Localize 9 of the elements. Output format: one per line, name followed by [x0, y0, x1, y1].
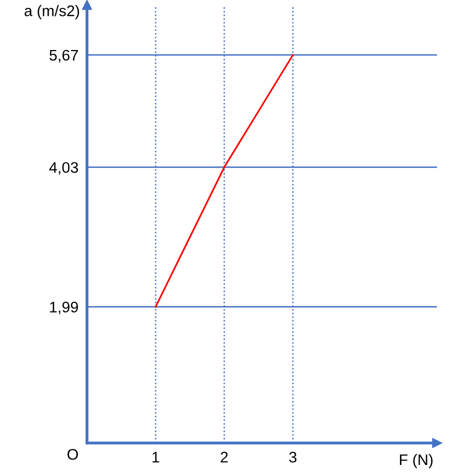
- x-tick-label: 3: [289, 452, 296, 463]
- y-axis-title: a (m/s2): [24, 5, 80, 20]
- x-tick-label: 1: [152, 452, 160, 462]
- y-tick-label: 5,67: [50, 50, 78, 62]
- text: O: [68, 448, 78, 460]
- x-axis-title: F (N): [400, 454, 433, 468]
- x-tick-label: 2: [220, 452, 228, 462]
- y-tick-label: 1,99: [50, 302, 78, 314]
- y-tick-label: 4,03: [49, 162, 78, 175]
